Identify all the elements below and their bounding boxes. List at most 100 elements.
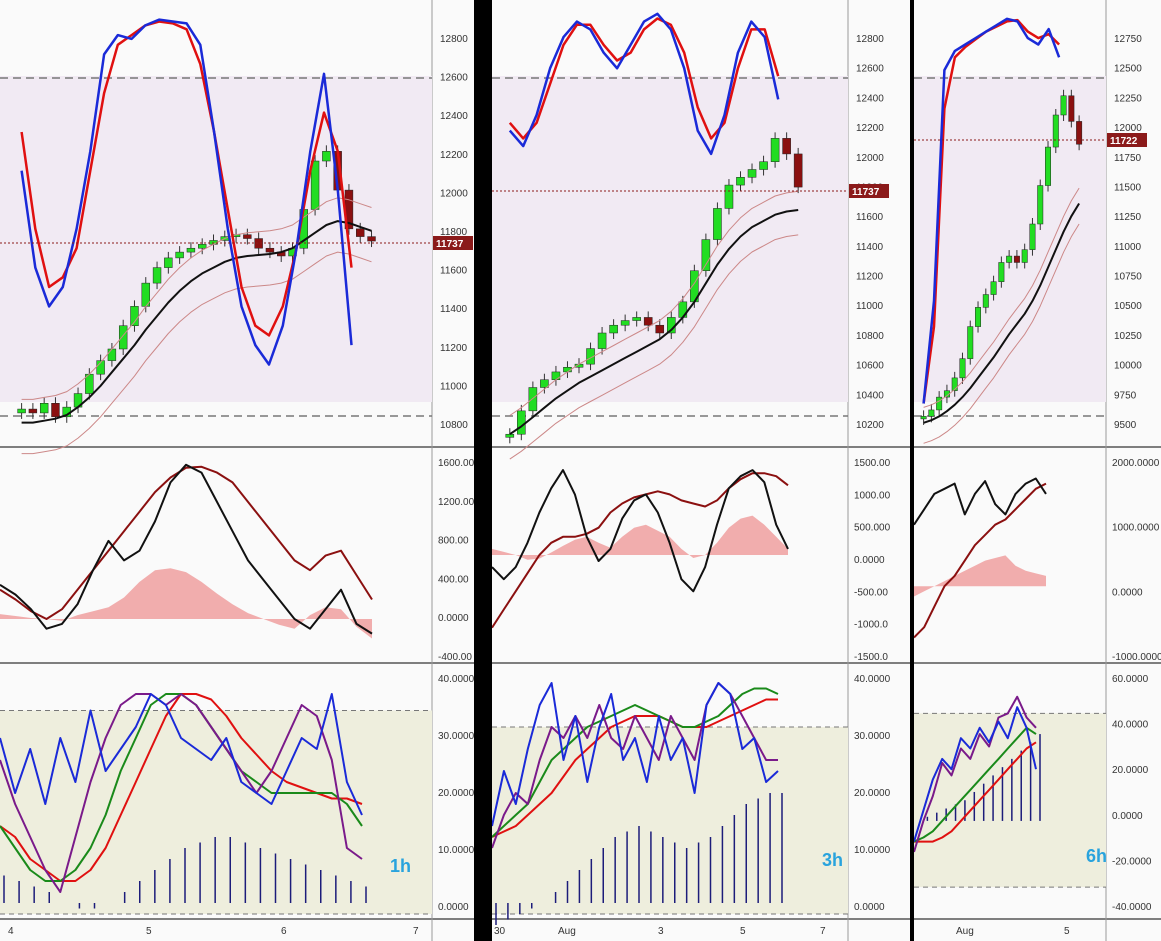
candle <box>736 177 745 186</box>
osc-tick-label: 1600.00 <box>438 458 474 469</box>
chart-panel-6h: 12750 12500 12250 12000 11750 11500 11250 11000… <box>914 0 1161 941</box>
x-axis-tick-label: 7 <box>413 926 419 937</box>
bollinger-upper-line <box>21 197 372 400</box>
price-tag <box>1107 133 1147 147</box>
bollinger-lower-line <box>923 223 1080 444</box>
stoch-blue-line <box>922 17 1061 404</box>
x-axis-tick-label: 5 <box>146 926 152 937</box>
price-tick-label: 12800 <box>440 34 468 45</box>
candle <box>118 325 128 350</box>
price-tick-label: 12000 <box>1114 123 1142 134</box>
candle <box>770 138 780 162</box>
price-tick-label: 12600 <box>440 73 468 84</box>
candle <box>959 358 966 379</box>
rsi-tick-label: 30.0000 <box>438 731 474 742</box>
price-tag <box>433 236 473 250</box>
candle <box>175 251 184 259</box>
rsi-range-band <box>914 713 1106 888</box>
osc-black-line <box>0 463 373 635</box>
x-axis-tick-label: 3 <box>658 926 664 937</box>
price-tick-label: 11800 <box>440 227 468 238</box>
price-tick-label: 12200 <box>440 150 468 161</box>
candle <box>982 294 989 308</box>
rsi-tick-label: 0.0000 <box>854 902 885 913</box>
candle <box>1052 114 1059 148</box>
candle <box>586 348 595 365</box>
candle <box>322 151 331 162</box>
chart-svg-3h: 1280012600124001220012000118001160011400… <box>492 0 910 941</box>
candle <box>28 408 38 414</box>
price-tick-label: 10250 <box>1114 331 1142 342</box>
osc-black-line <box>914 477 1047 526</box>
candle <box>1021 249 1028 263</box>
price-tick-label: 11500 <box>1114 182 1142 193</box>
price-tick-label: 11750 <box>1114 153 1142 164</box>
moving-average-line <box>21 220 372 424</box>
osc-tick-label: 1500.00 <box>854 458 891 469</box>
rsi-tick-label: 0.0000 <box>1112 811 1143 822</box>
osc-tick-label: -1500.0 <box>854 652 888 663</box>
moving-average-line <box>509 209 799 436</box>
candle <box>1045 146 1051 186</box>
candle <box>1068 95 1075 122</box>
x-axis-tick-label: 6 <box>281 926 287 937</box>
range-zone <box>914 76 1106 402</box>
price-tick-label: 11400 <box>856 242 884 253</box>
price-tick-label: 10000 <box>1114 361 1142 372</box>
price-tick-label: 11250 <box>1114 212 1142 223</box>
price-tick-label: 10600 <box>856 361 884 372</box>
rsi-tick-label: 40.0000 <box>1112 720 1149 731</box>
price-tick-label: 12400 <box>440 111 468 122</box>
candle <box>655 324 665 334</box>
x-axis-tick-label: 5 <box>740 926 746 937</box>
candle <box>265 247 275 253</box>
candle <box>747 169 757 178</box>
candle <box>759 161 768 170</box>
rsi-tick-label: 20.0000 <box>1112 765 1149 776</box>
rsi-tick-label: 20.0000 <box>854 788 891 799</box>
rsi-tick-label: 0.0000 <box>438 902 469 913</box>
osc-red-line <box>0 465 373 620</box>
candle <box>643 317 653 326</box>
osc-tick-label: 800.00 <box>438 536 469 547</box>
candle <box>990 281 997 295</box>
candle <box>107 348 117 361</box>
candle <box>597 332 607 349</box>
candle <box>310 160 320 210</box>
price-tick-label: 11200 <box>856 272 884 283</box>
range-zone <box>0 76 432 402</box>
moving-average-line <box>923 202 1080 424</box>
candle <box>724 184 734 209</box>
candle <box>17 408 26 414</box>
candle <box>701 239 711 271</box>
rsi-tick-label: -20.0000 <box>1112 856 1152 867</box>
price-tick-label: 12500 <box>1114 64 1142 75</box>
price-tick-label: 10750 <box>1114 272 1142 283</box>
pane-bg-1 <box>492 450 848 662</box>
x-axis-tick-label: 7 <box>820 926 826 937</box>
osc-tick-label: 1200.00 <box>438 497 474 508</box>
osc-red-line <box>914 482 1047 639</box>
bollinger-lower-line <box>509 234 799 460</box>
rsi-green-line <box>492 687 779 838</box>
candle <box>609 324 618 334</box>
price-tick-label: 11600 <box>440 266 468 277</box>
candle <box>164 257 173 268</box>
candle <box>551 371 561 380</box>
candle <box>528 387 538 412</box>
pane-bg-1 <box>914 450 1106 662</box>
osc-red-line <box>492 472 789 629</box>
stoch-blue-line <box>508 12 780 156</box>
candle <box>152 267 162 284</box>
rsi-tick-label: -40.0000 <box>1112 902 1152 913</box>
candle <box>356 228 365 237</box>
rsi-purple-line <box>0 693 363 893</box>
candle <box>713 208 722 240</box>
range-zone <box>492 76 848 402</box>
candle <box>975 307 982 327</box>
candle <box>1029 223 1036 250</box>
osc-histogram-area <box>914 555 1046 597</box>
price-tag-label: 11722 <box>1110 136 1138 147</box>
price-tick-label: 11200 <box>440 343 468 354</box>
rsi-red-line <box>914 741 1037 843</box>
